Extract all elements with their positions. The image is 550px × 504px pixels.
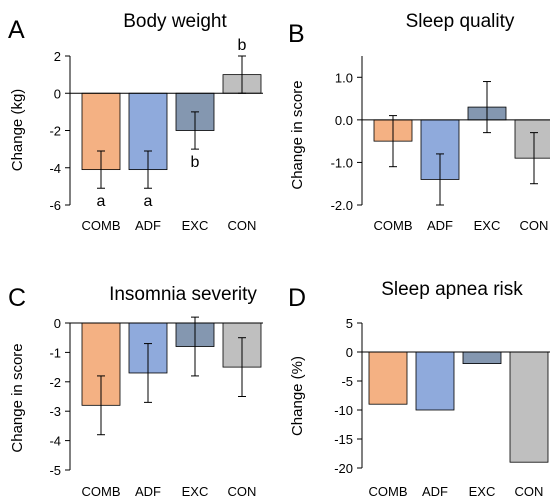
bar-adf <box>415 351 455 411</box>
y-tick-label: -15 <box>334 432 353 447</box>
y-tick-label: -2 <box>49 124 61 139</box>
x-tick-label: CON <box>520 218 549 233</box>
bar-comb <box>368 351 408 405</box>
x-tick-label: ADF <box>422 484 448 499</box>
panel-letter: B <box>288 20 305 48</box>
y-tick-label: -4 <box>49 161 61 176</box>
y-tick-label: -4 <box>49 434 61 449</box>
x-tick-label: CON <box>515 484 544 499</box>
y-tick-label: -10 <box>334 403 353 418</box>
y-tick-label: -20 <box>334 461 353 476</box>
chart-title: Sleep quality <box>406 11 515 32</box>
y-tick-label: -5 <box>49 463 61 478</box>
panel-letter: D <box>288 284 306 312</box>
y-tick-label: -6 <box>49 198 61 213</box>
panel-c: C Insomnia severity Change in score 0 -1 -2 -3… <box>8 284 263 499</box>
y-tick-label: 0.0 <box>335 113 353 128</box>
y-tick-label: -3 <box>49 404 61 419</box>
y-tick-label: 1.0 <box>335 70 353 85</box>
x-tick-label: EXC <box>182 218 209 233</box>
bar-con <box>514 119 550 159</box>
significance-letter: a <box>97 193 106 210</box>
y-tick-label: -2 <box>49 375 61 390</box>
panel-b: B Sleep quality Change in score 1.0 0.0 -1.0 -… <box>288 11 550 233</box>
x-tick-label: EXC <box>474 218 501 233</box>
x-tick-label: EXC <box>182 484 209 499</box>
significance-letter: b <box>191 154 200 171</box>
bar-con <box>509 351 549 463</box>
y-tick-label: 0 <box>54 316 61 331</box>
panel-d: D Sleep apnea risk Change (%) 5 0 -5 -10 -15 -20… <box>288 279 550 499</box>
panel-letter: C <box>8 284 26 312</box>
panel-a: A Body weight Change (kg) 2 0 -2 -4 -6 a a b b COMB A… <box>8 11 263 233</box>
x-tick-label: COMB <box>82 218 121 233</box>
x-tick-label: ADF <box>135 218 161 233</box>
x-tick-label: COMB <box>82 484 121 499</box>
y-tick-label: -1 <box>49 345 61 360</box>
y-tick-label: 2 <box>54 49 61 64</box>
x-tick-label: EXC <box>469 484 496 499</box>
y-tick-label: -5 <box>341 374 353 389</box>
y-tick-label: 5 <box>346 316 353 331</box>
y-tick-label: 0 <box>54 86 61 101</box>
y-axis-label: Change in score <box>289 80 306 189</box>
panel-letter: A <box>8 16 25 44</box>
x-tick-label: CON <box>228 484 257 499</box>
bar-exc <box>462 351 502 365</box>
y-tick-label: -2.0 <box>331 198 353 213</box>
y-axis-label: Change (%) <box>289 356 306 436</box>
significance-letter: a <box>144 193 153 210</box>
x-tick-label: ADF <box>427 218 453 233</box>
chart-title: Sleep apnea risk <box>381 279 523 300</box>
y-tick-label: -1.0 <box>331 155 353 170</box>
chart-title: Insomnia severity <box>109 284 257 305</box>
y-tick-label: 0 <box>346 345 353 360</box>
y-axis-label: Change in score <box>9 343 26 452</box>
x-tick-label: COMB <box>374 218 413 233</box>
x-tick-label: COMB <box>369 484 408 499</box>
x-tick-label: CON <box>228 218 257 233</box>
chart-title: Body weight <box>123 11 227 32</box>
significance-letter: b <box>238 37 247 54</box>
y-axis-label: Change (kg) <box>9 89 26 172</box>
x-tick-label: ADF <box>135 484 161 499</box>
